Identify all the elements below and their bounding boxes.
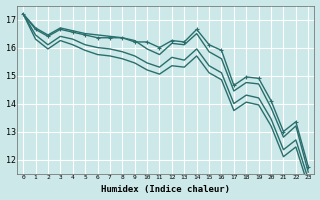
X-axis label: Humidex (Indice chaleur): Humidex (Indice chaleur)	[101, 185, 230, 194]
